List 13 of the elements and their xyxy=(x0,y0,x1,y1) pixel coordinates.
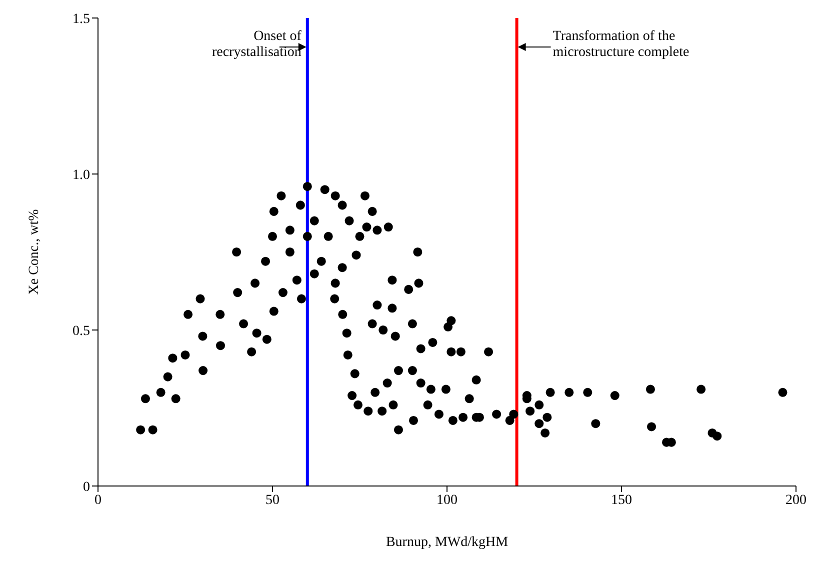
y-axis-title: Xe Conc., wt% xyxy=(26,208,42,295)
y-tick-label: 0 xyxy=(83,480,90,495)
x-tick-label: 200 xyxy=(786,492,806,508)
x-axis-title: Burnup, MWd/kgHM xyxy=(386,535,509,550)
x-tick-label: 100 xyxy=(436,492,458,508)
ref-line-label: Transformation of the microstructure complete xyxy=(552,29,690,60)
y-tick-label: 0.5 xyxy=(72,324,90,339)
y-tick-label: 1.5 xyxy=(72,12,90,27)
y-tick-label: 1.0 xyxy=(72,168,90,183)
ref-line-label: Onset of recrystallisation xyxy=(212,29,302,60)
x-tick-label: 50 xyxy=(266,492,280,508)
x-tick-label: 150 xyxy=(611,492,632,508)
x-tick-label: 0 xyxy=(94,492,102,508)
